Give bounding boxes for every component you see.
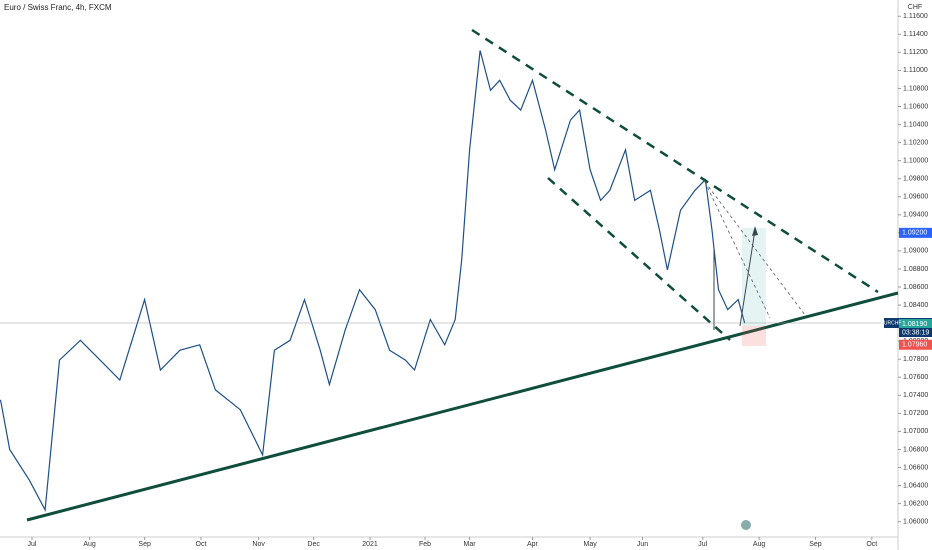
x-tick-label: Dec [307,541,320,548]
price-label-box [899,227,932,238]
y-tick-label: 1.06000 [903,519,928,526]
arrow-head [752,226,758,236]
y-tick-label: 1.11600 [903,13,928,20]
projection-line [704,181,806,316]
resistance-trendline [471,28,879,294]
x-tick-label: Jul [27,541,36,548]
y-tick-label: 1.07200 [903,410,928,417]
channel-trendline [547,177,731,341]
y-tick-label: 1.08600 [903,284,928,291]
symbol-box [884,318,899,329]
price-label-box [899,319,932,330]
y-tick-label: 1.06800 [903,446,928,453]
y-tick-label: 1.09000 [903,248,928,255]
x-tick-label: Sep [138,541,151,548]
event-icon [741,520,751,530]
x-tick-label: Sep [809,541,822,548]
x-tick-label: May [583,541,597,548]
y-tick-label: 1.07600 [903,374,928,381]
y-tick-label: 1.08800 [903,266,928,273]
profit-zone [742,228,766,326]
x-tick-label: Apr [527,541,539,548]
x-tick-label: Jun [637,541,648,548]
axis-unit: CHF [908,4,922,11]
y-tick-label: 1.11000 [903,67,928,74]
x-tick-label: Aug [83,541,96,548]
y-tick-label: 1.06600 [903,464,928,471]
y-tick-label: 1.09400 [903,212,928,219]
x-tick-label: Mar [464,541,477,548]
x-tick-label: Aug [753,541,766,548]
x-tick-label: Oct [196,541,207,548]
y-tick-label: 1.10400 [903,121,928,128]
price-label-box [899,339,932,350]
countdown-box [899,328,932,338]
plot-area [0,50,746,512]
chart-title: Euro / Swiss Franc, 4h, FXCM [4,3,112,12]
y-tick-label: 1.07400 [903,392,928,399]
y-tick-label: 1.10600 [903,103,928,110]
price-label: 1.09200 [902,230,927,237]
y-tick-label: 1.09800 [903,176,928,183]
symbol-label: EURCHF [881,320,902,326]
y-tick-label: 1.06200 [903,500,928,507]
y-tick-label: 1.11200 [903,49,928,56]
arrow-line [739,229,756,327]
x-tick-label: Oct [866,541,877,548]
price-label: 1.07960 [902,342,927,349]
y-tick-label: 1.10000 [903,157,928,164]
countdown: 03:38:19 [902,329,929,336]
y-tick-label: 1.08400 [903,302,928,309]
projection-line [704,181,771,319]
y-tick-label: 1.09600 [903,194,928,201]
x-tick-label: 2021 [362,541,378,548]
price-line [0,50,746,512]
y-tick-label: 1.07800 [903,356,928,363]
drawings [26,28,899,530]
y-tick-label: 1.10800 [903,85,928,92]
y-tick-label: 1.11400 [903,31,928,38]
support-trendline [26,291,899,522]
x-tick-label: Nov [252,541,265,548]
loss-zone [742,326,766,346]
price-label: 1.08190 [902,321,927,328]
y-tick-label: 1.06400 [903,482,928,489]
y-tick-label: 1.07000 [903,428,928,435]
x-tick-label: Jul [698,541,707,548]
y-tick-label: 1.10200 [903,139,928,146]
x-tick-label: Feb [419,541,431,548]
